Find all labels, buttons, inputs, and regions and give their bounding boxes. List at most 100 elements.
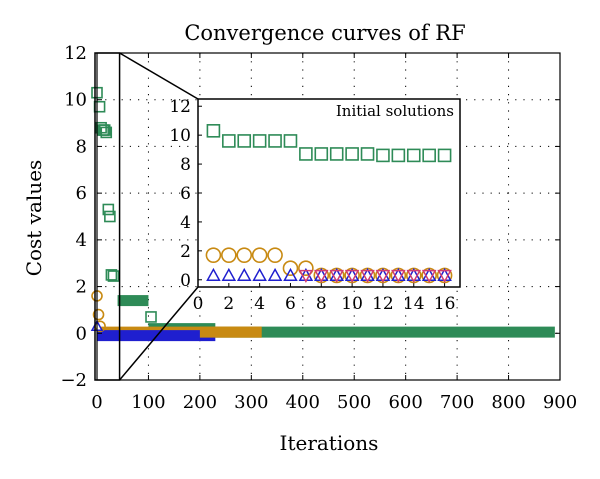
zoom-connector-bottom (119, 286, 199, 381)
main-y-tick-label: 0 (76, 323, 87, 344)
inset-y-tick-label: 2 (180, 242, 191, 262)
main-y-tick-label: 4 (76, 230, 87, 251)
x-axis-label: Iterations (280, 431, 379, 455)
inset-series-green-marker (268, 134, 282, 148)
inset-x-tick-label: 4 (254, 294, 265, 314)
main-series-green-marker (98, 124, 111, 136)
inset-series-blue-marker (206, 267, 221, 281)
inset-series-blue-marker (221, 267, 237, 281)
inset-x-tick-label: 16 (434, 294, 456, 314)
main-series-green-marker (105, 269, 118, 281)
inset-x-tick-label: 12 (372, 294, 394, 314)
inset-y-tick-label: 12 (169, 97, 191, 117)
inset-series-orange-marker (236, 247, 253, 263)
main-series-green-marker (104, 210, 116, 223)
inset-series-green-marker (206, 124, 221, 138)
main-y-tick-label: −2 (60, 370, 87, 391)
inset-series-pink-marker (344, 269, 360, 283)
main-y-tick-label: 2 (76, 277, 87, 298)
inset-series-pink-marker (391, 269, 406, 283)
inset-x-tick-label: 10 (341, 294, 363, 314)
main-x-tick-label: 800 (491, 392, 525, 413)
zoom-indicator (94, 52, 199, 381)
inset-series-green-marker (406, 148, 421, 163)
main-series-green-marker (93, 100, 106, 113)
inset-series-blue-marker (267, 267, 283, 281)
main-x-tick-label: 700 (440, 392, 474, 413)
main-x-tick-label: 200 (183, 392, 217, 413)
main-x-tick-label: 100 (131, 392, 165, 413)
main-x-tick-label: 400 (286, 392, 320, 413)
main-y-tick-label: 6 (76, 183, 87, 204)
inset-background (198, 99, 460, 287)
inset-series-blue-marker (283, 267, 298, 281)
main-series-green-band (117, 295, 149, 307)
inset-x-tick-label: 2 (223, 294, 234, 314)
inset-series-green-marker (376, 148, 390, 163)
main-y-tick-label: 8 (76, 136, 87, 157)
inset-series-green-marker (422, 148, 436, 163)
inset-y-tick-label: 0 (180, 271, 191, 291)
main-series-green-marker (100, 126, 113, 139)
main-series-green-marker (102, 203, 115, 216)
inset-series-pink-marker (314, 269, 329, 283)
inset-series-green-marker (437, 148, 452, 163)
main-y-tick-label: 10 (64, 90, 87, 111)
main-axes-box (96, 52, 561, 381)
main-y-tick-label: 12 (64, 43, 87, 64)
inset-y-tick-label: 10 (169, 126, 191, 146)
inset-series-pink-marker (298, 269, 314, 283)
inset-series-orange-marker (205, 247, 222, 263)
main-series-orange-marker (92, 308, 105, 321)
inset-series-orange-marker (221, 247, 237, 263)
inset-series-blue-marker (252, 267, 267, 281)
inset-series-green-marker (391, 148, 406, 163)
main-x-tick-label: 600 (388, 392, 422, 413)
inset-series-green-marker (237, 134, 252, 148)
inset-y-tick-label: 8 (180, 155, 191, 175)
inset-series-orange-marker (298, 260, 314, 277)
inset-series-orange-marker (282, 260, 299, 277)
inset-series-blue-marker (236, 267, 252, 281)
inset-title: Initial solutions (336, 102, 454, 120)
inset-axes-box (197, 98, 461, 288)
main-series-green-marker (145, 311, 157, 323)
zoom-connector-top (119, 52, 199, 100)
y-axis-label: Cost values (22, 160, 46, 277)
inset-series-green-marker (345, 147, 359, 161)
main-series-green-marker (107, 270, 120, 282)
inset-y-tick-label: 4 (180, 213, 191, 233)
main-x-tick-label: 500 (337, 392, 371, 413)
zoom-box (94, 52, 121, 381)
inset-x-tick-label: 14 (403, 294, 425, 314)
inset-series-green-marker (314, 147, 329, 161)
inset-series-green-marker (283, 134, 298, 148)
main-x-tick-label: 0 (91, 392, 102, 413)
inset-series-pink-marker (437, 269, 452, 283)
inset-series-pink-marker (329, 269, 344, 283)
main-series-green-band (215, 326, 555, 338)
inset-series-pink-marker (421, 269, 437, 283)
inset-x-tick-label: 8 (316, 294, 327, 314)
main-x-tick-label: 300 (234, 392, 268, 413)
main-x-tick-label: 900 (543, 392, 577, 413)
inset-series-pink-marker (375, 269, 391, 283)
main-plot-frame (96, 52, 561, 381)
inset-series-pink-marker (406, 269, 422, 283)
inset-y-tick-label: 6 (180, 184, 191, 204)
inset-series-orange-marker (251, 247, 268, 263)
inset-series-green-marker (222, 134, 236, 148)
inset-series-green-marker (299, 147, 313, 161)
main-series-orange-band (199, 326, 262, 338)
inset-series-pink-marker (360, 269, 375, 283)
inset-series-green-marker (360, 147, 375, 161)
inset-x-tick-label: 0 (193, 294, 204, 314)
inset-series-green-marker (329, 147, 344, 161)
inset-x-tick-label: 6 (285, 294, 296, 314)
chart-title: Convergence curves of RF (184, 21, 465, 45)
inset-series-green-marker (252, 134, 267, 148)
